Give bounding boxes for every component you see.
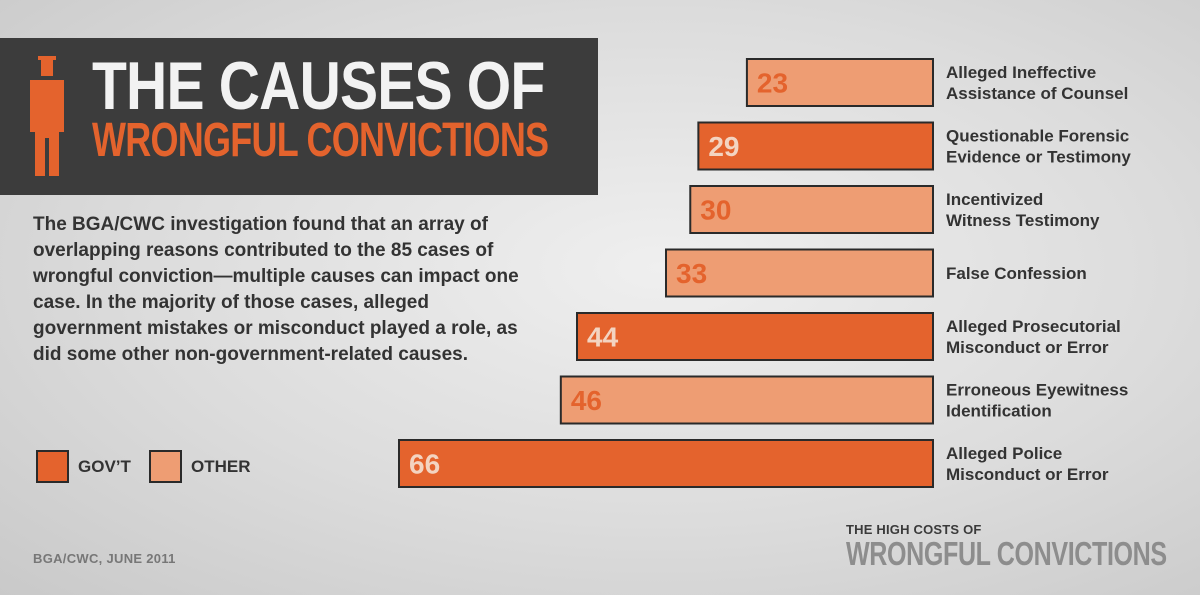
bar-5 xyxy=(576,312,934,361)
brand-top-text: THE HIGH COSTS OF xyxy=(846,522,982,537)
legend-swatch-other xyxy=(149,450,182,483)
bar-value-label: 30 xyxy=(700,195,731,226)
title-block xyxy=(0,38,598,195)
bar-value-label: 23 xyxy=(757,68,788,99)
bar-value-label: 33 xyxy=(676,258,707,289)
bar-7 xyxy=(398,439,934,488)
source-note: BGA/CWC, JUNE 2011 xyxy=(33,551,176,566)
bar-6 xyxy=(559,375,934,425)
bar-value-label: 44 xyxy=(587,322,619,353)
category-label: Incentivized Witness Testimony xyxy=(946,190,1100,230)
category-label: Questionable Forensic Evidence or Testimo… xyxy=(946,127,1131,167)
bar-1 xyxy=(745,58,935,107)
title-line-2: Wrongful Convictions xyxy=(92,114,549,167)
legend-item-govt: GOV’T xyxy=(36,450,131,483)
bar-2 xyxy=(697,121,935,171)
bar-value-label: 46 xyxy=(571,385,602,416)
category-label: Alleged Ineffective Assistance of Counsel xyxy=(946,63,1128,103)
person-icon xyxy=(30,56,64,176)
legend-swatch-govt xyxy=(36,450,69,483)
legend-label-other: OTHER xyxy=(191,456,251,476)
category-label: Alleged Police Misconduct or Error xyxy=(946,444,1109,484)
title-line-1: The Causes of xyxy=(92,48,545,124)
bar-value-label: 66 xyxy=(409,449,440,480)
legend-item-other: OTHER xyxy=(149,450,251,483)
category-label: False Confession xyxy=(946,264,1087,283)
bar-4 xyxy=(665,248,934,298)
bar-3 xyxy=(689,185,934,234)
legend-label-govt: GOV’T xyxy=(78,456,131,476)
category-label: Erroneous Eyewitness Identification xyxy=(946,381,1128,421)
category-label: Alleged Prosecutorial Misconduct or Error xyxy=(946,317,1121,357)
description: The BGA/CWC investigation found that an … xyxy=(33,214,519,365)
bar-value-label: 29 xyxy=(708,131,739,162)
brand-logo: THE HIGH COSTS OF WRONGFUL CONVICTIONS xyxy=(846,522,1200,570)
brand-main-text: WRONGFUL CONVICTIONS xyxy=(846,535,1167,572)
